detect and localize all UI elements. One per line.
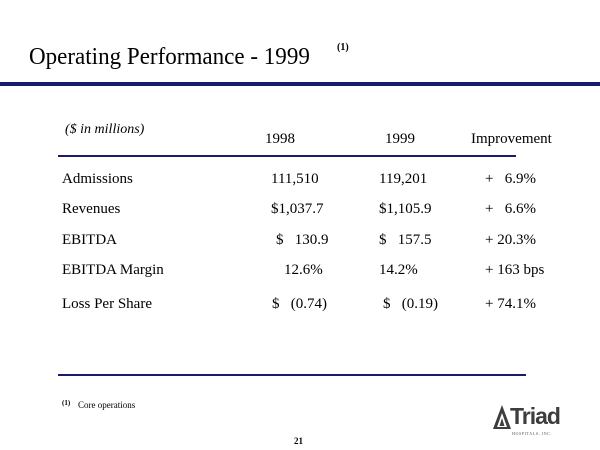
page-number: 21 — [294, 436, 303, 446]
cell-admissions-improvement: + 6.9% — [485, 171, 536, 187]
cell-ebitda-margin-improvement: + 163 bps — [485, 262, 545, 278]
logo-wordmark: Triad — [510, 403, 561, 429]
cell-admissions-1999: 119,201 — [379, 171, 428, 187]
column-header-1998: 1998 — [265, 131, 295, 147]
row-label-revenues: Revenues — [62, 201, 121, 217]
column-header-improvement: Improvement — [471, 131, 552, 147]
cell-loss-per-share-1998: $ (0.74) — [272, 296, 327, 312]
footnote-text: Core operations — [78, 400, 136, 410]
slide-title: Operating Performance - 1999 — [29, 44, 310, 70]
cell-admissions-1998: 111,510 — [271, 171, 319, 187]
logo-tagline: HOSPITALS, INC. — [512, 431, 553, 436]
footnote-marker: (1) — [62, 399, 71, 407]
row-label-ebitda-margin: EBITDA Margin — [62, 262, 164, 278]
column-header-1999: 1999 — [385, 131, 415, 147]
units-label: ($ in millions) — [65, 122, 145, 137]
triad-triangle-icon — [493, 405, 511, 429]
row-label-ebitda: EBITDA — [62, 232, 117, 248]
cell-revenues-improvement: + 6.6% — [485, 201, 536, 217]
row-label-admissions: Admissions — [62, 171, 133, 187]
title-divider — [0, 82, 600, 86]
cell-revenues-1999: $1,105.9 — [379, 201, 432, 217]
row-label-loss-per-share: Loss Per Share — [62, 296, 152, 312]
footer-divider — [58, 374, 526, 376]
cell-ebitda-margin-1998: 12.6% — [284, 262, 323, 278]
cell-ebitda-1998: $ 130.9 — [276, 232, 329, 248]
cell-ebitda-improvement: + 20.3% — [485, 232, 536, 248]
cell-loss-per-share-1999: $ (0.19) — [383, 296, 438, 312]
cell-ebitda-margin-1999: 14.2% — [379, 262, 418, 278]
header-divider — [58, 155, 516, 157]
title-footnote-marker: (1) — [337, 42, 349, 53]
cell-revenues-1998: $1,037.7 — [271, 201, 324, 217]
cell-loss-per-share-improvement: + 74.1% — [485, 296, 536, 312]
cell-ebitda-1999: $ 157.5 — [379, 232, 432, 248]
triad-logo: Triad HOSPITALS, INC. — [493, 403, 573, 439]
